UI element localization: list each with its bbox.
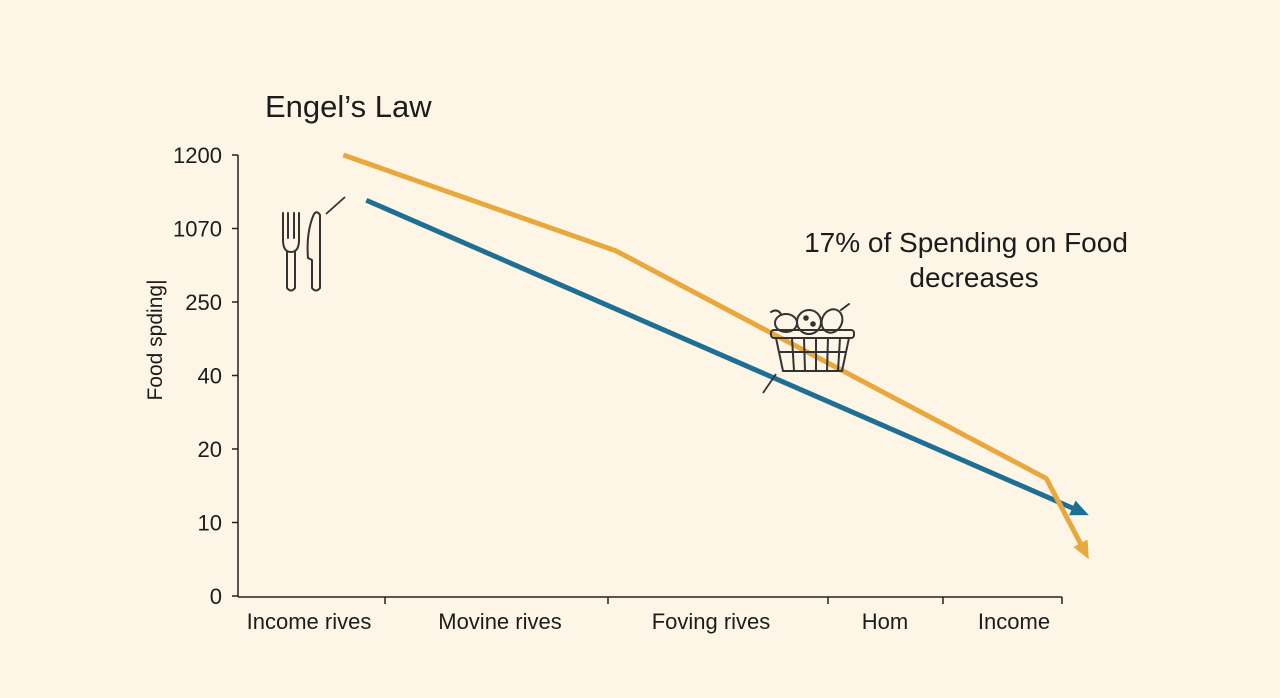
- y-tick-label: 1070: [173, 217, 222, 242]
- y-tick-label: 250: [185, 290, 222, 315]
- y-tick-label: 10: [198, 511, 222, 536]
- x-tick-label: Movine rives: [438, 609, 561, 634]
- fork-knife-icon: [282, 211, 321, 292]
- axes: [237, 155, 1062, 598]
- x-ticks: Income rives Movine rives Foving rives Hom I…: [247, 597, 1063, 634]
- y-tick-label: 1200: [173, 143, 222, 168]
- series-arrowhead-2: [1073, 539, 1089, 560]
- x-tick-label: Income rives: [247, 609, 372, 634]
- series-line-2: [342, 152, 1086, 550]
- annotation-line-2: decreases: [909, 262, 1038, 293]
- y-axis-label: Food spding|: [144, 279, 167, 400]
- icon-pointer-line: [325, 196, 346, 215]
- x-tick-label: Hom: [862, 609, 908, 634]
- series-layer: [342, 152, 1089, 560]
- chart-title: Engel’s Law: [265, 89, 432, 124]
- y-tick-label: 0: [210, 584, 222, 609]
- annotation-line-1: 17% of Spending on Food: [804, 227, 1128, 258]
- x-tick-label: Income: [978, 609, 1050, 634]
- basket-pointer-line: [762, 373, 777, 394]
- y-tick-label: 40: [198, 364, 222, 389]
- y-tick-label: 20: [198, 437, 222, 462]
- series-arrowhead-1: [1069, 500, 1089, 516]
- x-tick-label: Foving rives: [652, 609, 771, 634]
- food-basket-icon: [770, 303, 855, 372]
- y-ticks: 1200 1070 250 40 20 10 0: [173, 143, 238, 609]
- series-line-1: [365, 197, 1079, 513]
